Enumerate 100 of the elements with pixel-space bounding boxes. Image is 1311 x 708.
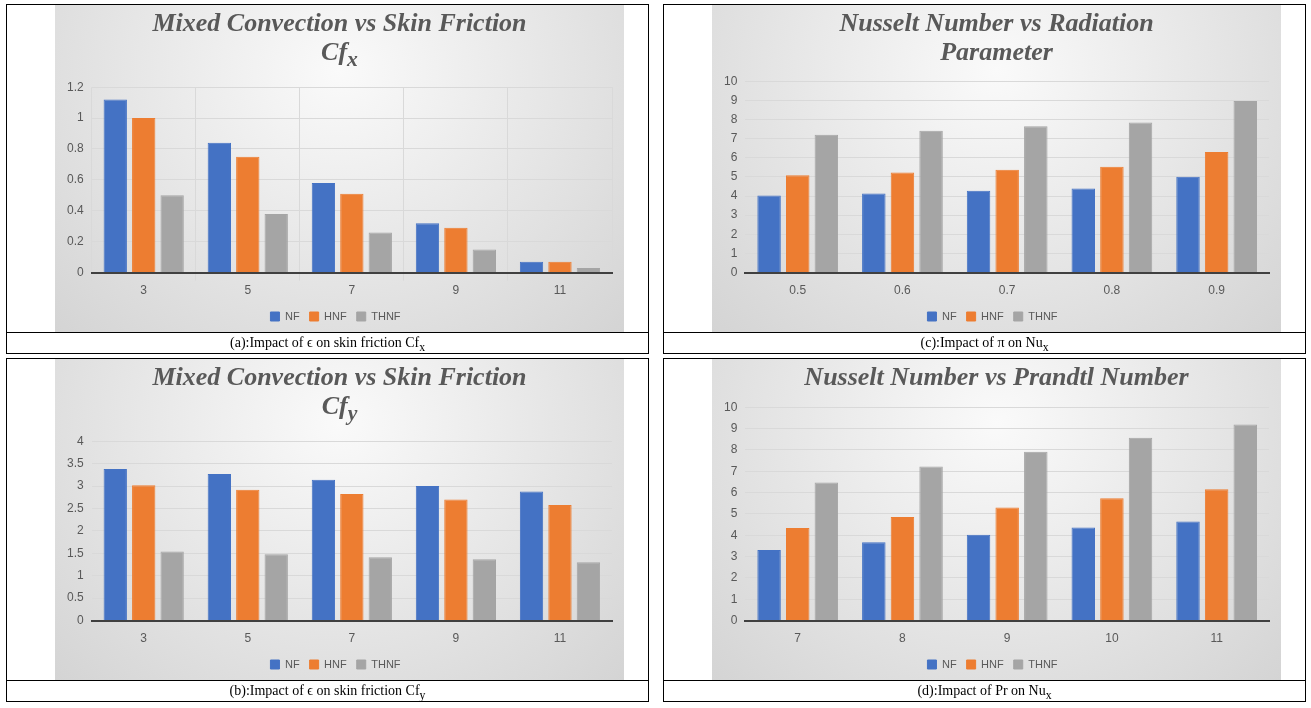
bar <box>160 551 184 620</box>
x-tick-label: 3 <box>140 282 148 297</box>
bar <box>472 249 497 272</box>
legend-label: THNF <box>371 657 401 670</box>
bar <box>1128 437 1153 620</box>
legend-label: HNF <box>981 309 1004 322</box>
y-tick-label: 7 <box>730 131 738 146</box>
y-tick-label: 0.6 <box>66 171 84 186</box>
bar <box>1204 152 1229 273</box>
bar <box>264 553 288 620</box>
x-tick-label: 0.8 <box>1103 283 1121 298</box>
bar <box>1176 521 1200 620</box>
x-tick-label: 11 <box>553 630 567 645</box>
bar <box>444 227 468 272</box>
bar <box>1071 188 1096 273</box>
x-tick-label: 11 <box>553 282 567 297</box>
x-tick-label: 5 <box>244 282 252 297</box>
bar <box>1071 527 1096 620</box>
y-tick-label: 1 <box>730 245 738 260</box>
y-tick-label: 6 <box>730 150 738 165</box>
bar <box>415 222 440 272</box>
bar <box>519 491 544 620</box>
y-tick-label: 0.8 <box>66 140 84 155</box>
bar <box>368 556 392 620</box>
bar <box>264 213 288 272</box>
chart-title: Mixed Convection vs Skin Friction Cf$_{x}$ <box>151 7 528 72</box>
legend-label: NF <box>284 657 300 670</box>
bar <box>132 117 156 272</box>
bar <box>966 190 991 273</box>
bar <box>919 466 943 620</box>
chart-title: Mixed Convection vs Skin Friction Cf$_{y}$ <box>151 361 528 426</box>
x-tick-label: 0.7 <box>998 283 1016 298</box>
y-tick-label: 1 <box>76 110 84 125</box>
y-tick-label: 2 <box>730 569 738 584</box>
y-tick-label: 3.5 <box>66 455 84 470</box>
x-tick-label: 0.9 <box>1208 283 1226 298</box>
text: (d):Impact of Pr on Nu$_{x}$ <box>664 680 1305 702</box>
y-tick-label: 6 <box>730 484 738 499</box>
y-tick-label: 0 <box>730 612 738 627</box>
text: (a):Impact of ϵ on skin friction Cf$_{x}$ <box>7 332 648 354</box>
y-tick-label: 10 <box>723 73 738 88</box>
bar <box>548 261 572 272</box>
y-tick-label: 4 <box>76 433 84 448</box>
y-tick-label: 2 <box>76 522 84 537</box>
x-tick-label: 9 <box>452 630 460 645</box>
chart-title: Nusselt Number vs Prandtl Number <box>803 361 1190 392</box>
bar <box>340 193 364 272</box>
bar <box>862 193 886 273</box>
bar <box>757 549 781 620</box>
bar <box>444 499 468 620</box>
y-tick-label: 1.5 <box>66 545 84 560</box>
bar <box>236 156 260 272</box>
bar <box>368 232 392 272</box>
x-tick-label: 9 <box>1003 630 1011 645</box>
y-tick-label: 0 <box>76 612 84 627</box>
y-tick-label: 4 <box>730 188 738 203</box>
bar <box>1100 497 1124 620</box>
x-tick-label: 0.5 <box>789 283 807 298</box>
y-tick-label: 3 <box>76 477 84 492</box>
y-tick-label: 3 <box>730 207 738 222</box>
y-tick-label: 0 <box>76 264 84 279</box>
legend-label: NF <box>941 309 957 322</box>
bar <box>576 267 601 272</box>
y-tick-label: 7 <box>730 463 738 478</box>
legend-label: HNF <box>324 309 347 322</box>
bar <box>890 172 915 273</box>
x-tick-label: 3 <box>140 630 148 645</box>
bar <box>132 484 156 620</box>
bar <box>995 169 1019 273</box>
bar <box>1024 126 1048 273</box>
bar <box>311 182 336 272</box>
bar <box>919 130 943 273</box>
bar <box>519 261 544 272</box>
y-tick-label: 0.2 <box>66 233 84 248</box>
y-tick-label: 9 <box>730 420 738 435</box>
bar <box>103 99 127 272</box>
chart-title: Nusselt Number vs Radiation Parameter <box>838 7 1155 67</box>
bar <box>1233 101 1257 273</box>
y-tick-label: 5 <box>730 169 738 184</box>
x-tick-label: 7 <box>794 630 802 645</box>
bar <box>1204 488 1229 620</box>
bar <box>966 534 991 620</box>
bar <box>1100 166 1124 273</box>
bar <box>415 485 440 620</box>
y-tick-label: 10 <box>723 399 738 414</box>
legend-label: THNF <box>1028 309 1058 322</box>
bar <box>785 527 810 620</box>
bar <box>236 489 260 620</box>
x-tick-label: 0.6 <box>894 283 912 298</box>
bar <box>207 473 231 620</box>
bar <box>340 493 364 620</box>
bar <box>576 561 601 620</box>
bar <box>207 142 231 272</box>
y-tick-label: 2.5 <box>66 500 84 515</box>
y-tick-label: 0.4 <box>66 202 84 217</box>
y-tick-label: 4 <box>730 527 738 542</box>
x-tick-label: 10 <box>1105 630 1119 645</box>
y-tick-label: 8 <box>730 111 738 126</box>
bar <box>814 482 839 620</box>
bar <box>1128 122 1153 273</box>
